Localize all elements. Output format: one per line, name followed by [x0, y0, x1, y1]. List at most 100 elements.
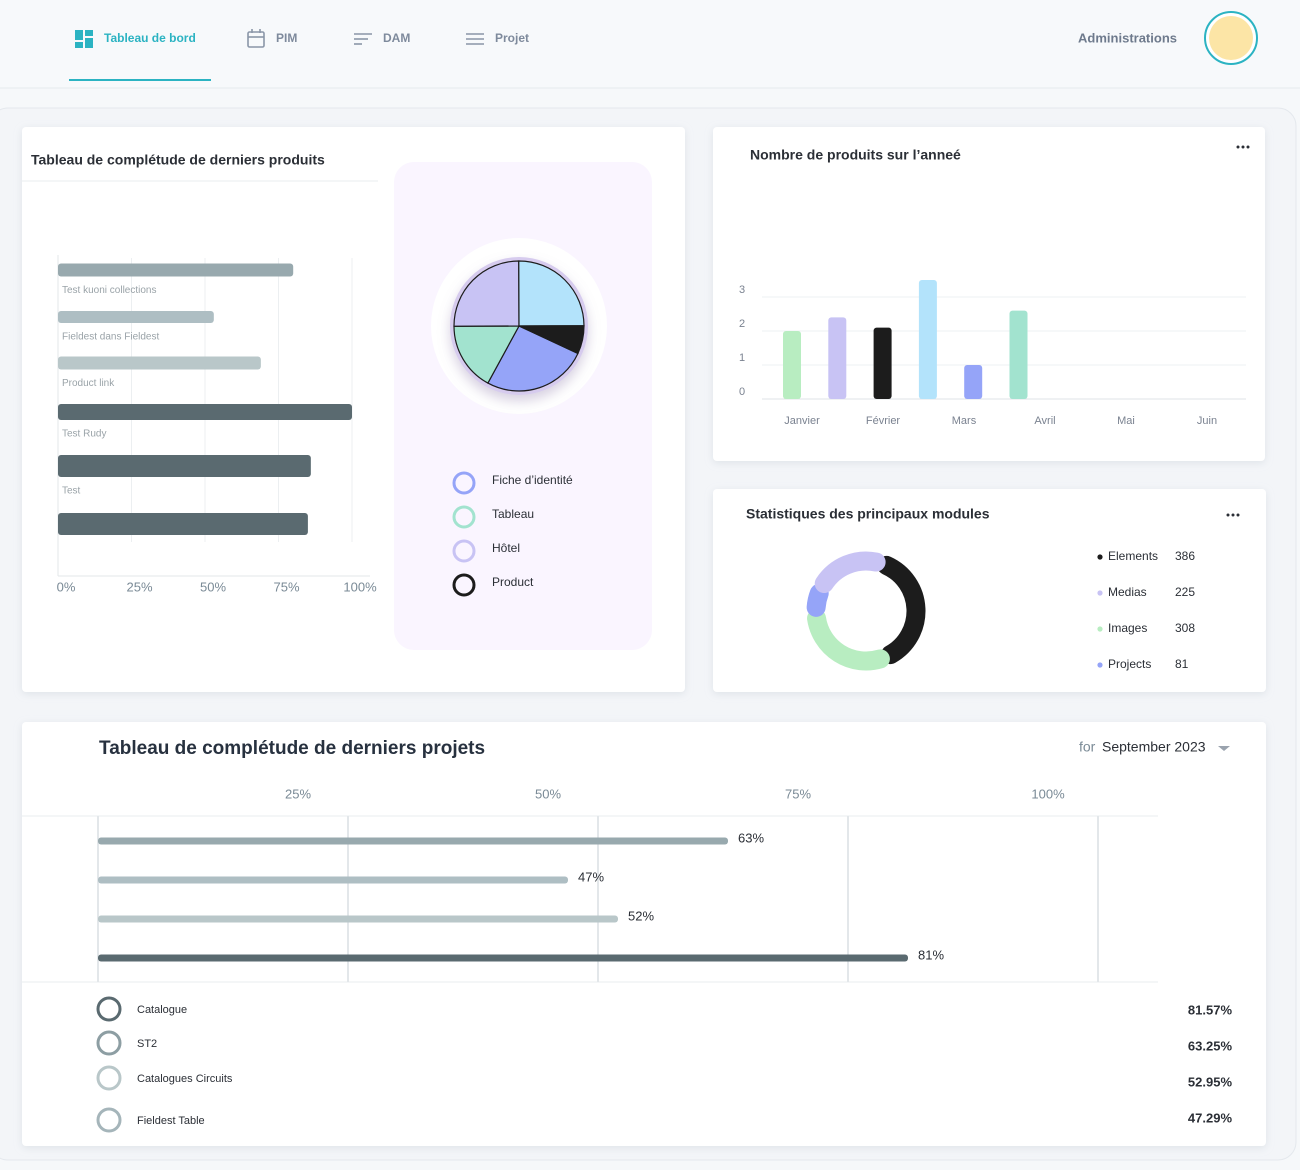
legend-label: Catalogues Circuits	[137, 1073, 233, 1085]
legend-value: 63.25%	[1188, 1038, 1233, 1053]
card-title: Tableau de complétude de derniers projet…	[99, 738, 485, 759]
active-underline	[69, 79, 211, 81]
legend-label: Images	[1108, 621, 1147, 635]
bar-label: Test Rudy	[62, 429, 106, 440]
filter-value[interactable]: September 2023	[1102, 739, 1206, 755]
legend-label: Projects	[1108, 657, 1151, 671]
bar-value-label: 63%	[738, 830, 764, 845]
bar-label: Test	[62, 486, 81, 497]
y-tick-label: 3	[739, 284, 745, 296]
legend-swatch	[96, 996, 122, 1022]
legend-label: Fiche d’identité	[492, 473, 573, 487]
bar	[58, 455, 311, 477]
donut-arc	[807, 608, 890, 671]
bar	[58, 311, 214, 323]
x-tick-label: 50%	[200, 579, 226, 594]
pie-slice	[453, 260, 520, 327]
card	[713, 127, 1265, 461]
x-tick-label: 25%	[126, 579, 152, 594]
legend-value: 47.29%	[1188, 1110, 1233, 1125]
x-tick-label: Février	[866, 415, 901, 427]
bar	[98, 837, 728, 845]
bar	[98, 876, 568, 884]
y-tick-label: 2	[739, 318, 745, 330]
x-tick-label: 25%	[285, 786, 311, 801]
bar-value-label: 47%	[578, 869, 604, 884]
bar-label: Fieldest dans Fieldest	[62, 332, 159, 343]
bar	[873, 327, 892, 399]
legend-value: 81	[1175, 657, 1189, 671]
legend-label: Product	[492, 575, 534, 589]
donut-arc	[814, 551, 886, 594]
nav-item[interactable]: PIM	[276, 31, 297, 45]
nav-item[interactable]: Tableau de bord	[104, 31, 196, 45]
admin-link[interactable]: Administrations	[1078, 30, 1177, 45]
x-tick-label: 0%	[57, 579, 76, 594]
legend-dot	[1097, 554, 1103, 560]
bar-value-label: 81%	[918, 947, 944, 962]
bar	[98, 915, 618, 923]
nav-item[interactable]: DAM	[383, 31, 410, 45]
card-title: Nombre de produits sur l’anneé	[750, 147, 961, 163]
legend-label: Elements	[1108, 549, 1158, 563]
legend-label: Tableau	[492, 507, 534, 521]
card	[22, 722, 1266, 1146]
bar	[58, 356, 261, 370]
y-tick-label: 1	[739, 352, 745, 364]
menu-icon[interactable]	[1236, 145, 1250, 149]
x-tick-label: Janvier	[784, 415, 820, 427]
legend-dot	[1097, 590, 1103, 596]
legend-swatch	[452, 539, 476, 563]
legend-value: 308	[1175, 621, 1195, 635]
bar	[98, 954, 908, 962]
nav-bar	[0, 0, 1300, 88]
y-tick-label: 0	[739, 386, 745, 398]
x-tick-label: Avril	[1034, 415, 1055, 427]
legend-swatch	[96, 1030, 122, 1056]
legend-swatch	[96, 1065, 122, 1091]
bar	[58, 404, 352, 420]
nav-icon-projet	[466, 33, 484, 45]
card-title: Statistiques des principaux modules	[746, 506, 990, 522]
legend-label: Medias	[1108, 585, 1147, 599]
legend-label: ST2	[137, 1038, 157, 1050]
menu-icon[interactable]	[1226, 513, 1240, 517]
bar-value-label: 52%	[628, 908, 654, 923]
dropdown-caret[interactable]	[1218, 746, 1230, 751]
x-tick-label: 75%	[785, 786, 811, 801]
card	[713, 489, 1266, 692]
legend-label: Fieldest Table	[137, 1115, 205, 1127]
legend-swatch	[452, 471, 476, 495]
x-tick-label: Mars	[952, 415, 977, 427]
bar	[58, 263, 294, 277]
x-tick-label: 75%	[273, 579, 299, 594]
bar	[58, 513, 308, 535]
bar	[918, 280, 937, 399]
legend-dot	[1097, 662, 1103, 668]
nav-icon-pim	[247, 29, 265, 48]
avatar[interactable]	[1209, 16, 1253, 60]
legend-swatch	[96, 1107, 122, 1133]
legend-label: Catalogue	[137, 1004, 187, 1016]
legend-value: 386	[1175, 549, 1195, 563]
x-tick-label: 50%	[535, 786, 561, 801]
pie-slice	[518, 260, 585, 327]
legend-label: Hôtel	[492, 541, 520, 555]
legend-swatch	[452, 573, 476, 597]
bar-label: Product link	[62, 378, 115, 389]
legend-dot	[1097, 626, 1103, 632]
x-tick-label: 100%	[1031, 786, 1065, 801]
nav-item[interactable]: Projet	[495, 31, 529, 45]
legend-value: 52.95%	[1188, 1074, 1233, 1089]
card-title: Tableau de complétude de derniers produi…	[31, 152, 325, 168]
x-tick-label: Juin	[1197, 415, 1217, 427]
nav-icon-dam	[354, 33, 372, 45]
legend-swatch	[452, 505, 476, 529]
bar-label: Test kuoni collections	[62, 285, 157, 296]
legend-value: 81.57%	[1188, 1002, 1233, 1017]
donut-arc	[877, 555, 926, 665]
pie-slice	[453, 325, 521, 384]
